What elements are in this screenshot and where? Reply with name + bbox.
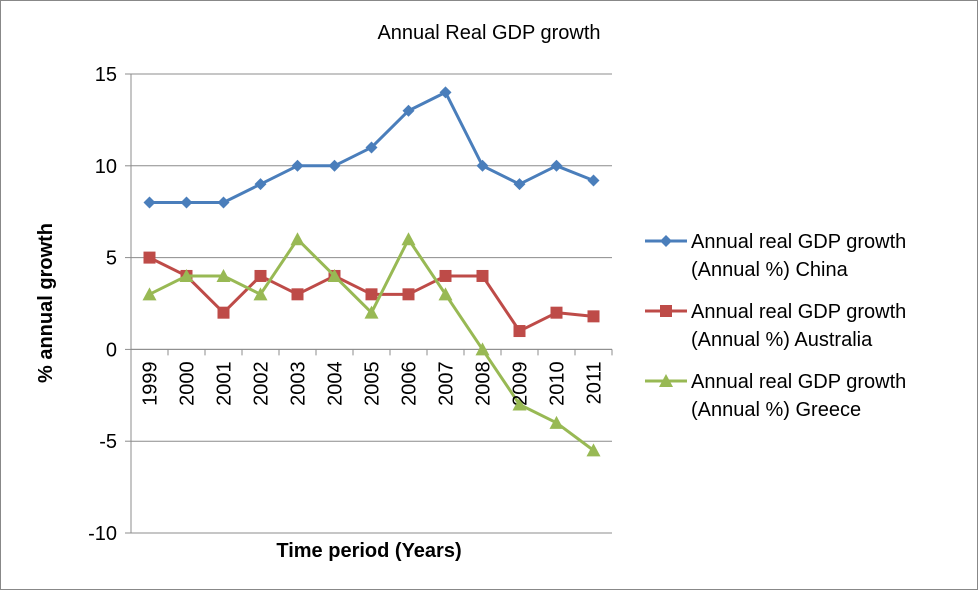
y-tick-labels: 15 10 5 0 -5 -10	[88, 64, 117, 545]
data-point	[550, 159, 563, 172]
data-point	[254, 178, 267, 191]
legend-label-line1: Annual real GDP growth	[691, 301, 906, 323]
y-tick-label: 5	[106, 248, 117, 270]
x-tick-label: 2007	[436, 361, 458, 406]
data-point	[364, 305, 379, 319]
x-tick-label: 2005	[362, 361, 384, 406]
chart-title: Annual Real GDP growth	[377, 22, 600, 44]
x-tick-label: 2011	[584, 361, 606, 404]
x-tick-label: 2009	[510, 361, 532, 406]
data-point	[179, 268, 194, 282]
y-tick-label: 10	[95, 156, 117, 178]
x-tick-labels: 1999 2000 2001 2002 2003 2004 2005 2006 2007 2008…	[140, 361, 606, 406]
x-tick-label: 2000	[177, 361, 199, 406]
legend: Annual real GDP growth(Annual %) ChinaAn…	[645, 231, 906, 421]
axes	[125, 73, 613, 534]
y-tick-label: -10	[88, 523, 117, 545]
x-tick-label: 1999	[140, 361, 162, 406]
data-point	[291, 159, 304, 172]
y-tick-label: 0	[106, 339, 117, 361]
data-point	[291, 288, 304, 301]
data-point	[143, 251, 156, 264]
data-point	[143, 196, 156, 209]
y-axis-title: % annual growth	[35, 223, 57, 383]
y-tick-label: 15	[95, 64, 117, 86]
data-point	[401, 232, 416, 246]
data-point	[476, 159, 489, 172]
data-point	[586, 443, 601, 457]
x-tick-label: 2008	[473, 361, 495, 406]
data-point	[402, 104, 415, 117]
series-2	[142, 232, 601, 457]
legend-item: Annual real GDP growth (Annual %) China	[645, 231, 906, 281]
data-point	[180, 196, 193, 209]
data-point	[549, 415, 564, 429]
x-tick-label: 2002	[251, 361, 273, 406]
data-point	[142, 287, 157, 301]
data-point	[587, 174, 600, 187]
legend-label-line2: (Annual %) Australia	[691, 329, 873, 351]
legend-swatch-marker	[660, 305, 672, 317]
data-point	[513, 325, 526, 338]
legend-label-line2: (Annual %) China	[691, 259, 849, 281]
x-tick-label: 2006	[399, 361, 421, 406]
series-line	[148, 237, 595, 452]
data-point	[217, 196, 230, 209]
data-point	[439, 269, 452, 282]
data-point	[513, 178, 526, 191]
legend-label-line2: (Annual %) Greece	[691, 399, 861, 421]
x-tick-label: 2004	[325, 361, 347, 406]
legend-item: Annual real GDP growth (Annual %) Austral…	[645, 301, 906, 351]
data-point	[550, 306, 563, 319]
legend-item: Annual real GDP growth (Annual %) Greece	[645, 371, 906, 421]
legend-swatch-marker	[659, 374, 673, 387]
data-point	[438, 287, 453, 301]
series-1	[143, 251, 600, 338]
data-point	[328, 159, 341, 172]
data-point	[365, 288, 378, 301]
x-tick-label: 2010	[547, 361, 569, 406]
y-tick-label: -5	[99, 431, 117, 453]
data-point	[327, 268, 342, 282]
data-point	[439, 86, 452, 99]
series-0	[143, 86, 600, 209]
data-point	[254, 269, 267, 282]
x-tick-label: 2001	[214, 361, 236, 406]
data-point	[476, 269, 489, 282]
x-tick-label: 2003	[288, 361, 310, 406]
data-point	[512, 397, 527, 411]
series-lines	[142, 86, 601, 457]
data-point	[587, 310, 600, 323]
data-point	[365, 141, 378, 154]
data-point	[216, 268, 231, 282]
data-point	[402, 288, 415, 301]
data-point	[290, 232, 305, 246]
legend-swatch-marker	[660, 235, 672, 247]
data-point	[475, 342, 490, 356]
legend-label-line1: Annual real GDP growth	[691, 371, 906, 393]
data-point	[217, 306, 230, 319]
legend-label-line1: Annual real GDP growth	[691, 231, 906, 253]
data-point	[253, 287, 268, 301]
x-axis-title: Time period (Years)	[276, 540, 461, 562]
